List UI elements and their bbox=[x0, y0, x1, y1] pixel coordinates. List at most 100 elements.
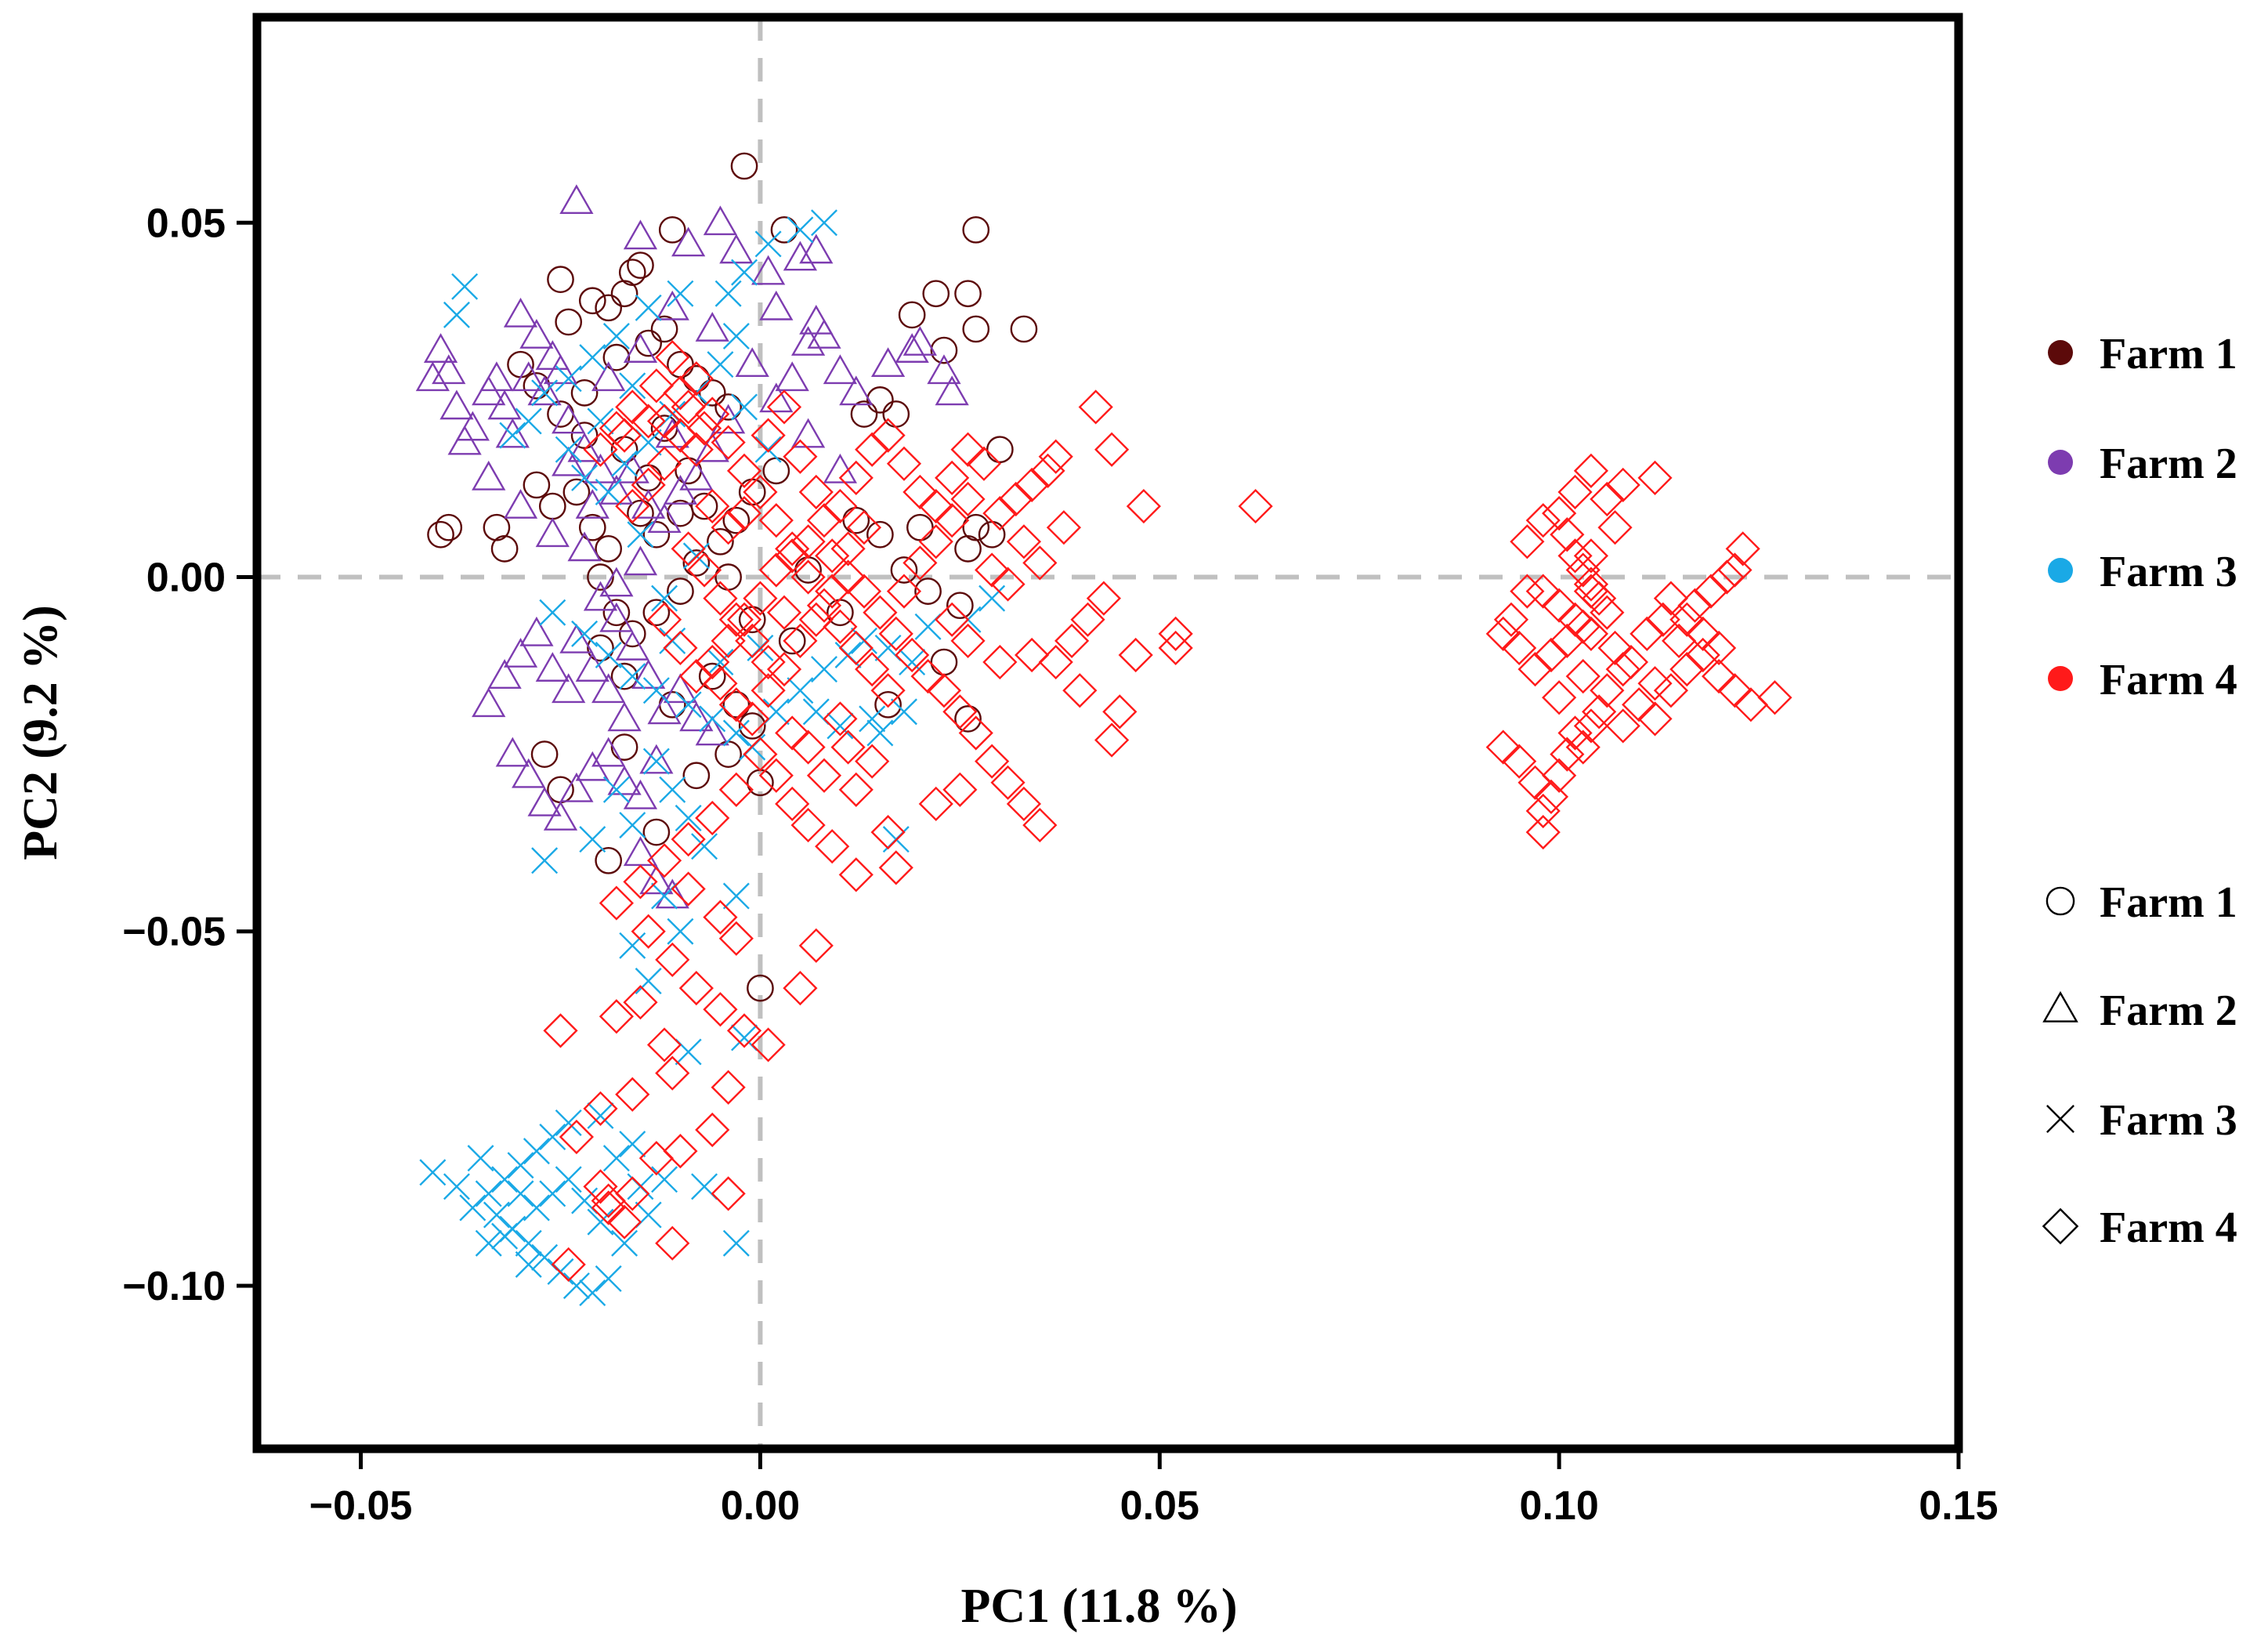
x-tick-label: −0.05 bbox=[309, 1483, 413, 1529]
data-point bbox=[1605, 652, 1640, 687]
data-point bbox=[567, 531, 602, 562]
data-point bbox=[623, 219, 658, 250]
data-point bbox=[722, 719, 750, 747]
data-point bbox=[946, 592, 974, 620]
data-point bbox=[935, 375, 969, 406]
data-point bbox=[775, 538, 810, 574]
data-point bbox=[690, 492, 718, 520]
data-point bbox=[1070, 602, 1105, 637]
data-point bbox=[423, 333, 458, 363]
data-point bbox=[1557, 538, 1593, 574]
data-point bbox=[699, 705, 726, 733]
data-point bbox=[895, 333, 929, 363]
data-point bbox=[838, 630, 874, 666]
data-point bbox=[555, 308, 583, 336]
data-point bbox=[754, 436, 782, 463]
data-point bbox=[483, 1201, 510, 1229]
data-point bbox=[730, 152, 758, 180]
data-point bbox=[823, 701, 858, 737]
y-tick-label: −0.10 bbox=[122, 1264, 226, 1309]
data-point bbox=[559, 184, 594, 215]
data-point bbox=[686, 411, 722, 446]
data-point bbox=[606, 418, 642, 453]
data-point bbox=[619, 663, 646, 690]
legend-color-swatch bbox=[2048, 450, 2073, 475]
data-point bbox=[962, 513, 990, 541]
data-point bbox=[1685, 637, 1720, 673]
data-point bbox=[1238, 488, 1273, 524]
data-point bbox=[615, 389, 650, 425]
data-point bbox=[731, 259, 758, 286]
data-point bbox=[726, 453, 762, 488]
data-point bbox=[751, 418, 786, 453]
data-point bbox=[467, 1145, 494, 1172]
data-point bbox=[783, 439, 818, 474]
data-point bbox=[703, 992, 738, 1027]
data-point bbox=[935, 602, 970, 637]
legend-shape-label: Farm 1 bbox=[2100, 878, 2237, 927]
data-point bbox=[512, 758, 546, 788]
data-point bbox=[914, 577, 942, 605]
x-axis: −0.05 0.00 0.05 0.10 0.15 bbox=[309, 1453, 1999, 1529]
data-point bbox=[1510, 524, 1545, 559]
data-point bbox=[499, 422, 526, 449]
data-point bbox=[579, 344, 606, 371]
data-point bbox=[766, 652, 802, 687]
data-point bbox=[578, 287, 606, 315]
data-point bbox=[711, 1070, 746, 1105]
data-point bbox=[754, 230, 782, 258]
data-point bbox=[1645, 602, 1680, 637]
data-point bbox=[535, 652, 570, 682]
data-point bbox=[615, 1077, 650, 1112]
data-point bbox=[719, 233, 754, 264]
data-point bbox=[591, 737, 626, 767]
data-point bbox=[678, 361, 714, 396]
data-point bbox=[735, 347, 769, 378]
data-point bbox=[1542, 496, 1577, 531]
data-point bbox=[978, 585, 1006, 612]
data-point bbox=[1502, 630, 1537, 666]
data-point bbox=[443, 1173, 470, 1200]
data-point bbox=[874, 690, 902, 719]
data-point bbox=[631, 914, 666, 949]
data-point bbox=[798, 928, 834, 963]
data-point bbox=[743, 474, 778, 510]
data-point bbox=[671, 822, 706, 857]
data-point bbox=[547, 776, 574, 804]
data-point bbox=[758, 758, 794, 793]
data-point bbox=[990, 765, 1025, 800]
legend-color-label: Farm 2 bbox=[2100, 440, 2237, 488]
data-point bbox=[922, 280, 950, 308]
data-point bbox=[978, 520, 1006, 548]
data-point bbox=[432, 354, 466, 385]
data-point bbox=[1573, 708, 1609, 744]
data-point bbox=[610, 280, 638, 308]
data-point bbox=[578, 513, 606, 541]
data-point bbox=[930, 336, 958, 364]
data-point bbox=[1533, 779, 1569, 814]
data-point bbox=[1046, 510, 1082, 545]
data-point bbox=[815, 538, 850, 574]
data-point bbox=[527, 786, 562, 816]
data-point bbox=[711, 510, 746, 545]
data-point bbox=[678, 659, 714, 694]
data-point bbox=[982, 644, 1018, 680]
data-point bbox=[627, 252, 654, 279]
data-point bbox=[642, 677, 670, 704]
data-point bbox=[583, 1169, 618, 1204]
data-point bbox=[1086, 581, 1121, 616]
data-point bbox=[790, 326, 826, 356]
data-point bbox=[595, 846, 623, 874]
data-point bbox=[1038, 439, 1073, 474]
data-point bbox=[619, 372, 646, 400]
legend-shape-symbol bbox=[2042, 1207, 2079, 1245]
data-point bbox=[655, 942, 690, 978]
data-point bbox=[747, 974, 774, 1002]
data-point bbox=[950, 481, 986, 517]
data-point bbox=[863, 595, 898, 630]
legend-color-swatch bbox=[2048, 666, 2073, 691]
data-point bbox=[1054, 623, 1090, 659]
data-point bbox=[587, 634, 614, 662]
data-point bbox=[950, 623, 986, 659]
data-point bbox=[722, 506, 751, 534]
